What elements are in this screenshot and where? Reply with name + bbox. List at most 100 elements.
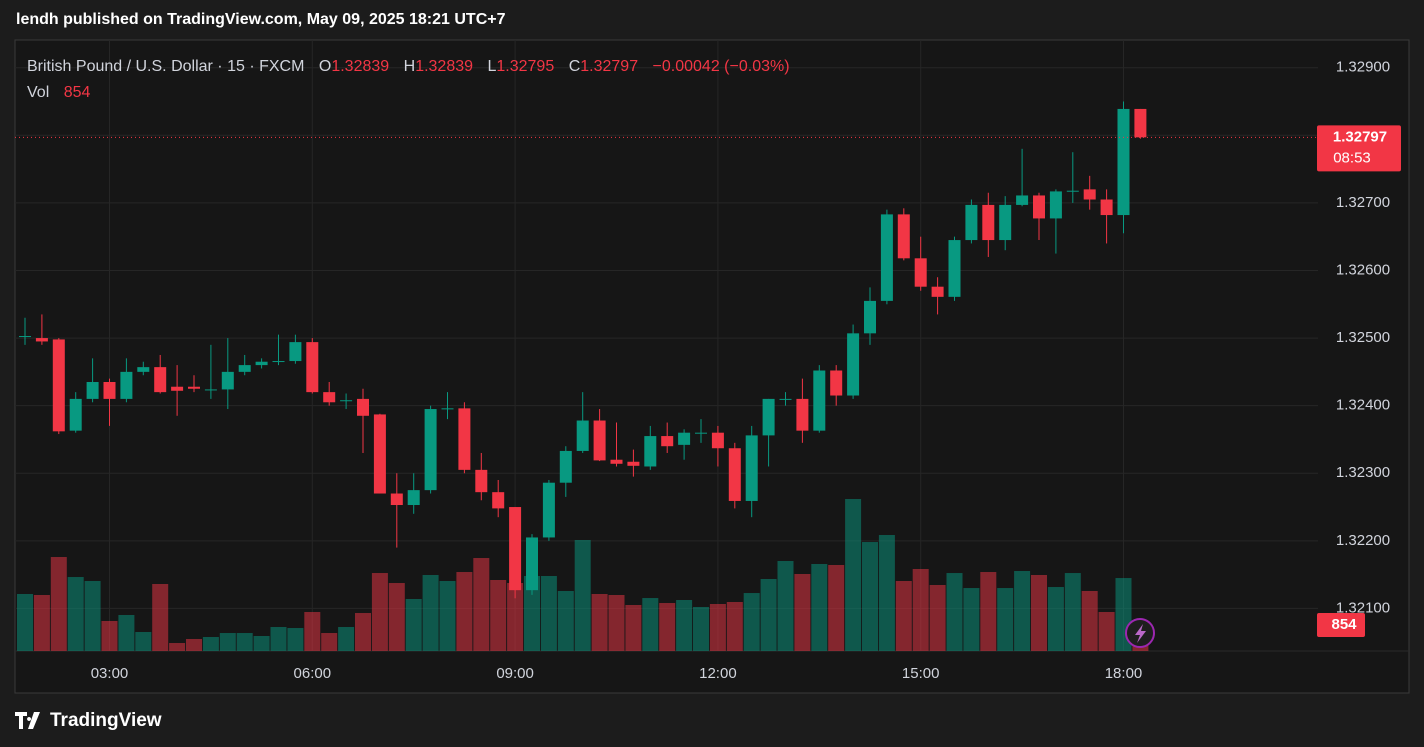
candle-body [982, 204, 995, 241]
volume-tag [1317, 612, 1365, 637]
candle-body [1066, 190, 1079, 192]
candle-body [323, 392, 336, 403]
candle-body [1134, 108, 1147, 138]
open-key: O [318, 58, 332, 75]
candle-body [204, 389, 217, 391]
brand-name: TradingView [50, 710, 162, 731]
candle-body [526, 537, 538, 591]
volume-bar [33, 594, 50, 651]
candle-body [137, 367, 150, 372]
last-price-label: 1.32797 [1333, 128, 1387, 145]
volume-bar [845, 499, 862, 651]
candle-body [255, 361, 268, 366]
candle-body [796, 398, 809, 431]
volume-bar [304, 612, 321, 651]
candle-body [1016, 195, 1029, 205]
candle-body [711, 432, 724, 449]
volume-bar [642, 598, 659, 651]
candle-body [188, 386, 200, 389]
volume-bar [507, 583, 524, 651]
volume-bar [490, 579, 507, 651]
volume-bar [422, 575, 439, 651]
volume-bar [1047, 587, 1064, 651]
volume-bar [693, 607, 709, 651]
candle-body [221, 371, 234, 390]
volume-bar [84, 581, 101, 651]
volume-bar [270, 627, 287, 651]
volume-value: 854 [63, 84, 91, 101]
candle-body [627, 461, 640, 466]
candle-body [52, 339, 65, 432]
candle-body [914, 258, 927, 287]
volume-bar [862, 542, 878, 651]
candle-body [441, 408, 454, 410]
chart-frame [14, 39, 1410, 694]
volume-bar [405, 598, 422, 651]
lightning-button[interactable] [1125, 618, 1155, 648]
volume-bar [67, 577, 84, 651]
volume-bar [439, 581, 456, 651]
volume-bar [659, 603, 676, 651]
candle-body [238, 365, 251, 372]
volume-bar [473, 558, 490, 651]
high-key: H [403, 58, 416, 75]
candle-body [171, 386, 184, 391]
volume-bar [118, 614, 135, 651]
volume-bar [338, 627, 355, 651]
plot-layer [15, 40, 1318, 651]
open-value: 1.32839 [331, 58, 390, 75]
volume-bar [811, 563, 828, 651]
candle-body [813, 370, 826, 431]
candle-body [593, 420, 606, 461]
volume-bar [202, 637, 219, 651]
candle-body [864, 300, 876, 334]
candle-body [779, 398, 792, 400]
legend-row: British Pound / U.S. Dollar · 15 · FXCM … [27, 54, 790, 80]
volume-bar [101, 621, 118, 651]
candle-body [373, 414, 386, 494]
candle-body [475, 469, 488, 493]
candle-body [306, 342, 319, 393]
volume-bar [709, 603, 726, 651]
y-tick-label: 1.32700 [1336, 194, 1390, 211]
candle-body [542, 482, 555, 538]
candle-body [847, 333, 860, 396]
volume-bar [287, 628, 304, 651]
volume-bar [929, 584, 946, 651]
candle-body [678, 432, 691, 445]
volume-bar [591, 593, 608, 651]
volume-bar [743, 593, 760, 651]
publish-header: lendh published on TradingView.com, May … [16, 11, 506, 28]
volume-bar [321, 633, 338, 651]
candle-body [576, 420, 589, 451]
candle-body [728, 448, 741, 501]
candle-body [154, 367, 167, 393]
candle-body [1083, 189, 1096, 200]
volume-bar [236, 633, 253, 651]
candle-body [35, 338, 48, 342]
candle-body [880, 214, 893, 301]
x-tick-label: 09:00 [496, 665, 534, 682]
x-tick-label: 12:00 [699, 665, 737, 682]
candle-body [559, 450, 572, 483]
x-tick-label: 18:00 [1105, 665, 1143, 682]
volume-bar [557, 591, 574, 651]
candle-body [69, 398, 82, 431]
y-tick-label: 1.32400 [1336, 397, 1390, 414]
volume-bar [777, 561, 794, 651]
volume-bar [760, 578, 777, 651]
candle-body [762, 398, 775, 436]
volume-bar [388, 583, 405, 651]
candle-body [695, 432, 707, 434]
candle-body [120, 371, 133, 399]
candle-body [1033, 195, 1045, 219]
candle-body [357, 398, 369, 416]
low-value: 1.32795 [496, 58, 555, 75]
candle-body [1117, 108, 1130, 216]
volume-bar [912, 568, 929, 651]
x-tick-label: 03:00 [91, 665, 129, 682]
symbol: British Pound / U.S. Dollar · 15 · FXCM [27, 58, 305, 75]
countdown-label: 08:53 [1333, 149, 1371, 166]
volume-bar [997, 588, 1014, 651]
volume-bar [828, 565, 845, 651]
